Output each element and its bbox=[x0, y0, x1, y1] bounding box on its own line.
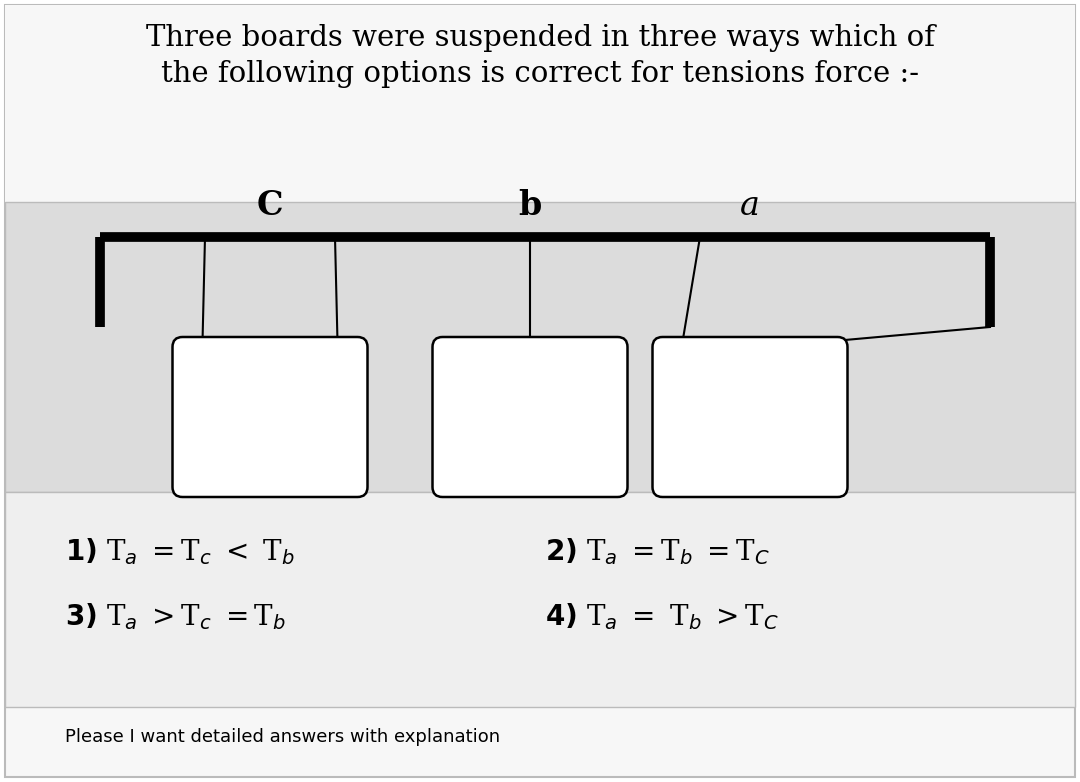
FancyBboxPatch shape bbox=[5, 492, 1075, 707]
FancyBboxPatch shape bbox=[652, 337, 848, 497]
Text: $\mathbf{1)}\ \mathregular{T}_a\ \mathregular{=T}_c\ \mathregular{<\ T}_b$: $\mathbf{1)}\ \mathregular{T}_a\ \mathre… bbox=[65, 536, 295, 568]
FancyBboxPatch shape bbox=[5, 202, 1075, 492]
Text: b: b bbox=[518, 189, 542, 222]
Text: $\mathbf{3)}\ \mathregular{T}_a\ \mathregular{>T}_c\ \mathregular{=T}_b$: $\mathbf{3)}\ \mathregular{T}_a\ \mathre… bbox=[65, 601, 286, 633]
Text: Three boards were suspended in three ways which of: Three boards were suspended in three way… bbox=[146, 24, 934, 52]
Text: Please I want detailed answers with explanation: Please I want detailed answers with expl… bbox=[65, 728, 500, 746]
Text: $\mathbf{2)}\ \mathregular{T}_a\ \mathregular{=T}_b\ \mathregular{=T}_C$: $\mathbf{2)}\ \mathregular{T}_a\ \mathre… bbox=[545, 536, 770, 568]
Text: C: C bbox=[257, 189, 283, 222]
FancyBboxPatch shape bbox=[5, 5, 1075, 202]
FancyBboxPatch shape bbox=[5, 5, 1075, 777]
FancyBboxPatch shape bbox=[432, 337, 627, 497]
Text: the following options is correct for tensions force :-: the following options is correct for ten… bbox=[161, 60, 919, 88]
Text: $\mathbf{4)}\ \mathregular{T}_a\ \mathregular{=\ T}_b\ \mathregular{>T}_C$: $\mathbf{4)}\ \mathregular{T}_a\ \mathre… bbox=[545, 601, 779, 633]
FancyBboxPatch shape bbox=[173, 337, 367, 497]
Text: a: a bbox=[740, 190, 760, 222]
